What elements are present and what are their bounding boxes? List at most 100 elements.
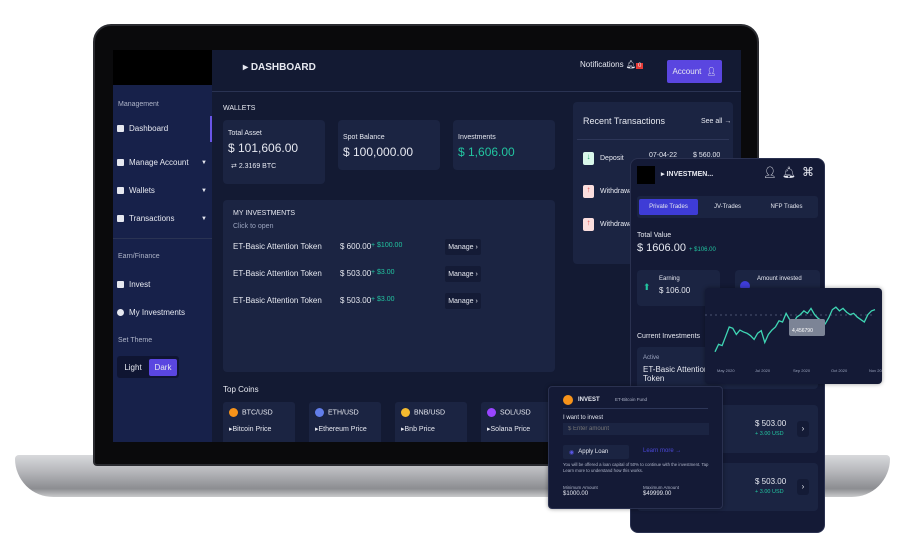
mobile-title-text: INVESTMEN... [666, 171, 714, 178]
account-button[interactable]: Account 👤︎ [667, 60, 722, 83]
sidebar-item-invest[interactable]: Invest [117, 280, 207, 289]
page-title: ▸ DASHBOARD [243, 62, 316, 73]
price-label: Solana Price [490, 426, 531, 433]
coin-card[interactable]: SOL/USD ▸Solana Price [481, 402, 553, 442]
arrow-down-icon: ↓ [583, 152, 594, 165]
tab-nfp-trades[interactable]: NFP Trades [770, 204, 803, 210]
label: My Investments [129, 308, 186, 317]
investments-card: Investments $ 1,606.00 [453, 120, 555, 170]
notification-badge: 0 [635, 63, 644, 69]
arrow-up-icon: ↑ [583, 185, 594, 198]
label: Total Asset [228, 130, 262, 137]
chevron-right-icon[interactable]: › [797, 479, 809, 495]
investment-row[interactable]: ET-Basic Attention Token $ 600.00 + $100.0… [233, 242, 493, 251]
sidebar-item-transactions[interactable]: Transactions ▼ [117, 214, 207, 223]
sidebar-item-my-investments[interactable]: My Investments [117, 308, 207, 317]
see-all-label: See all [701, 118, 723, 125]
label: Spot Balance [343, 134, 385, 141]
theme-dark-button[interactable]: Dark [149, 358, 177, 376]
chevron-right-icon[interactable]: › [797, 421, 809, 437]
apps-grid-icon[interactable]: ⌘ [802, 165, 814, 179]
active-indicator [210, 116, 212, 142]
bell-icon: 🔔︎ [625, 60, 636, 69]
coin-icon [487, 408, 496, 417]
section-label: Earn/Finance [118, 253, 160, 260]
pie-icon [740, 281, 750, 291]
manage-label: Manage [448, 243, 474, 251]
label: Earning [659, 276, 680, 282]
manage-label: Manage [448, 297, 474, 305]
coin-card[interactable]: BNB/USD ▸Bnb Price [395, 402, 467, 442]
tab-private-trades[interactable]: Private Trades [639, 199, 698, 215]
transaction-row[interactable]: ↑ Withdrawal [583, 185, 731, 201]
label: Amount invested [757, 276, 802, 282]
total-gain: + $106.00 [689, 247, 716, 253]
app-logo [637, 166, 655, 184]
apply-loan-label: Apply Loan [578, 449, 609, 455]
section-title: Recent Transactions [583, 116, 666, 126]
sidebar-item-wallets[interactable]: Wallets ▼ [117, 186, 207, 195]
trade-tabs: Private Trades JV-Trades NFP Trades [637, 196, 818, 218]
coin-pair: ETH/USD [315, 408, 375, 417]
coin-pair: BNB/USD [401, 408, 461, 417]
eye-icon: ◉ [569, 449, 575, 456]
apply-loan-button[interactable]: ◉ Apply Loan [563, 445, 629, 459]
caret-down-icon: ▼ [201, 215, 207, 222]
price-label: Ethereum Price [318, 426, 367, 433]
amount: $ 503.00 [755, 477, 787, 486]
label: Wallets [129, 186, 155, 195]
notifications-label: Notifications [580, 60, 624, 69]
coin-icon [229, 408, 238, 417]
x-tick-label: Jul 2020 [755, 368, 771, 373]
investment-name: ET-Basic Attention Token [643, 365, 709, 383]
btc-value: 2.3169 BTC [238, 163, 277, 170]
manage-button[interactable]: Manage › [445, 266, 481, 282]
price-label: Bitcoin Price [232, 426, 272, 433]
header: ▸ DASHBOARD Notifications 🔔︎ 0 Account 👤︎ [212, 50, 741, 92]
investment-row[interactable]: ET-Basic Attention Token $ 503.00 + $3.00 [233, 296, 493, 305]
value: $ 106.00 [659, 286, 691, 295]
transaction-row[interactable]: ↓ Deposit 07-04-22 $ 560.00 [583, 152, 731, 168]
divider [577, 139, 729, 140]
type: Withdrawal [600, 221, 635, 228]
coin-card[interactable]: BTC/USD ▸Bitcoin Price [223, 402, 295, 442]
amount-input[interactable] [563, 423, 709, 435]
section-label: Set Theme [118, 337, 153, 344]
sidebar-item-manage-account[interactable]: Manage Account ▼ [117, 158, 207, 167]
type: Withdrawal [600, 188, 635, 195]
section-title: MY INVESTMENTS [233, 210, 296, 217]
logo [113, 50, 212, 85]
notifications-link[interactable]: Notifications 🔔︎ 0 [580, 60, 644, 69]
caret-down-icon: ▼ [201, 159, 207, 166]
earning-card: ⬆ Earning $ 106.00 [637, 270, 720, 306]
invest-icon [117, 281, 124, 288]
token-name: ET-Basic Attention Token [233, 242, 322, 251]
status-label: Active [643, 355, 660, 361]
label: Investments [458, 134, 496, 141]
sidebar-item-dashboard[interactable]: Dashboard [117, 124, 207, 133]
bell-icon[interactable]: 🔔︎ [782, 167, 796, 179]
manage-button[interactable]: Manage › [445, 239, 481, 255]
coin-pair: BTC/USD [229, 408, 289, 417]
investment-row[interactable]: ET-Basic Attention Token $ 503.00 + $3.00 [233, 269, 493, 278]
divider [563, 408, 708, 409]
learn-more-link[interactable]: Learn more → [643, 448, 682, 454]
total-value-label: Total Value [637, 232, 672, 239]
coin-price-label: ▸Ethereum Price [315, 426, 367, 433]
see-all-link[interactable]: See all → [701, 118, 732, 125]
users-icon [117, 159, 124, 166]
tab-jv-trades[interactable]: JV-Trades [713, 204, 742, 210]
amount-label: I want to invest [563, 415, 604, 421]
coin-card[interactable]: ETH/USD ▸Ethereum Price [309, 402, 381, 442]
section-label: Management [118, 101, 159, 108]
amount: $ 503.00 [340, 269, 372, 278]
max-value: $49999.00 [643, 491, 672, 497]
top-coins-title: Top Coins [223, 385, 259, 394]
divider [113, 238, 212, 239]
manage-button[interactable]: Manage › [445, 293, 481, 309]
transaction-row[interactable]: ↑ Withdrawal [583, 218, 731, 234]
user-icon[interactable]: 👤︎ [763, 167, 777, 179]
fund-name: ET-Bitcoin Fund [615, 397, 648, 402]
pair-label: ETH/USD [328, 409, 359, 417]
theme-light-button[interactable]: Light [124, 362, 142, 372]
